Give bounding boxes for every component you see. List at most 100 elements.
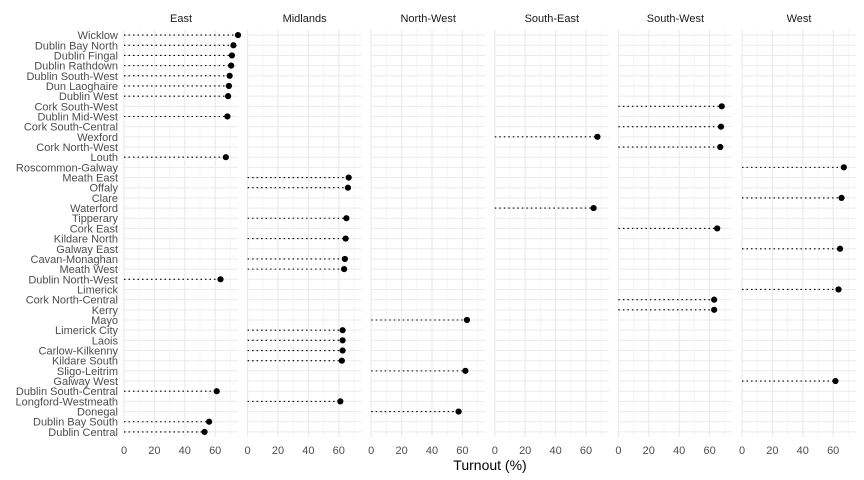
x-tick-label: 20 [148,445,160,457]
point-cork-north-west [717,143,724,151]
point-mayo [463,316,471,324]
y-tick-label-laois: Laois [92,335,119,347]
facet-title-east: East [170,13,192,25]
point-dublin-bay-north [230,42,237,49]
y-tick-label-roscommon-galway: Roscommon-Galway [16,162,119,174]
facet-panel-south-east: South-East 0 20 40 60 [492,13,609,457]
point-tipperary [343,215,350,222]
x-tick-label: 0 [245,445,251,457]
y-tick-label-cork-north-west: Cork North-West [36,142,118,154]
x-tick-label: 40 [549,445,561,457]
y-tick-label-meath-east: Meath East [62,173,118,185]
point-dublin-bay-south [206,418,213,425]
point-dublin-south-central [213,388,220,395]
facet-panel-east: East 0 20 40 60 [121,13,242,457]
point-kildare-south [338,357,345,364]
y-tick-label-dublin-west: Dublin West [59,91,118,103]
point-cork-south-west [718,103,725,110]
x-tick-label: 0 [492,445,498,457]
point-dublin-mid-west [224,113,231,120]
y-tick-label-sligo-leitrim: Sligo-Leitrim [57,366,118,378]
x-tick-label: 60 [580,445,592,457]
point-galway-west [832,377,839,385]
y-tick-label-louth: Louth [90,152,118,164]
x-tick-label: 40 [797,445,809,457]
x-tick-label: 60 [209,445,221,457]
y-tick-label-cork-north-central: Cork North-Central [26,295,118,307]
y-tick-label-kildare-south: Kildare South [52,356,118,368]
point-galway-east [836,245,844,252]
point-longford-westmeath [337,398,344,405]
y-tick-label-dublin-rathdown: Dublin Rathdown [34,61,118,73]
y-tick-label-kildare-north: Kildare North [54,234,118,246]
point-kildare-north [342,235,349,242]
point-dun-laoghaire [225,82,232,90]
y-tick-label-dublin-north-west: Dublin North-West [28,274,118,286]
y-tick-label-kerry: Kerry [92,305,119,317]
facet-panel-west: West 0 20 40 60 [739,13,856,457]
facet-title-west: West [787,13,812,25]
y-tick-label-donegal: Donegal [77,407,118,419]
y-tick-label-cork-south-west: Cork South-West [34,101,118,113]
x-tick-label: 0 [368,445,374,457]
facet-title-north-west: North-West [400,13,455,25]
x-tick-label: 60 [333,445,345,457]
x-tick-label: 20 [519,445,531,457]
point-offaly [344,184,352,191]
x-tick-label: 20 [643,445,655,457]
y-tick-label-cavan-monaghan: Cavan-Monaghan [31,254,118,266]
facet-panel-midlands: Midlands 0 20 40 60 [245,13,362,457]
x-tick-label: 20 [395,445,407,457]
x-tick-label: 40 [426,445,438,457]
y-tick-label-limerick-city: Limerick City [55,325,118,337]
y-tick-label-dublin-south-west: Dublin South-West [26,71,118,83]
point-wicklow [234,31,242,39]
point-kerry [711,306,718,313]
point-cork-east [714,225,721,232]
y-tick-label-dublin-bay-south: Dublin Bay South [33,417,118,429]
y-tick-label-cork-south-central: Cork South-Central [24,122,118,134]
x-tick-label: 40 [302,445,314,457]
point-cavan-monaghan [341,255,348,263]
y-tick-label-clare: Clare [92,193,118,205]
point-donegal [455,408,462,415]
facet-title-midlands: Midlands [283,13,328,25]
y-tick-label-dublin-fingal: Dublin Fingal [54,50,118,62]
y-tick-label-wicklow: Wicklow [78,30,118,42]
y-tick-label-meath-west: Meath West [60,264,119,276]
point-carlow-kilkenny [339,347,346,354]
facet-panel-south-west: South-West 0 20 40 60 [615,13,733,457]
x-tick-label: 20 [766,445,778,457]
y-tick-label-dublin-central: Dublin Central [48,427,118,439]
point-dublin-west [225,93,232,100]
facet-panel-north-west: North-West 0 20 40 60 [368,13,486,457]
point-meath-east [345,174,352,181]
x-tick-label: 40 [673,445,685,457]
point-dublin-fingal [228,52,236,59]
y-tick-label-dublin-mid-west: Dublin Mid-West [38,111,119,123]
y-tick-label-dun-laoghaire: Dun Laoghaire [46,81,118,93]
point-dublin-rathdown [228,62,235,69]
x-tick-label: 0 [121,445,127,457]
point-waterford [590,204,597,212]
x-tick-label: 60 [703,445,715,457]
y-tick-label-longford-westmeath: Longford-Westmeath [15,396,118,408]
y-tick-label-wexford: Wexford [77,132,118,144]
point-sligo-leitrim [462,367,469,374]
y-tick-label-waterford: Waterford [70,203,118,215]
x-tick-label: 0 [615,445,621,457]
point-clare [838,194,845,201]
y-tick-label-mayo: Mayo [91,315,118,327]
point-roscommon-galway [840,164,847,171]
point-cork-south-central [717,123,725,130]
x-tick-label: 0 [739,445,745,457]
facet-title-south-east: South-East [525,13,579,25]
y-tick-label-offaly: Offaly [89,183,118,195]
x-axis-title: Turnout (%) [453,457,526,473]
y-tick-label-galway-east: Galway East [56,244,118,256]
x-tick-label: 60 [456,445,468,457]
point-dublin-south-west [226,72,233,79]
x-tick-label: 20 [272,445,284,457]
